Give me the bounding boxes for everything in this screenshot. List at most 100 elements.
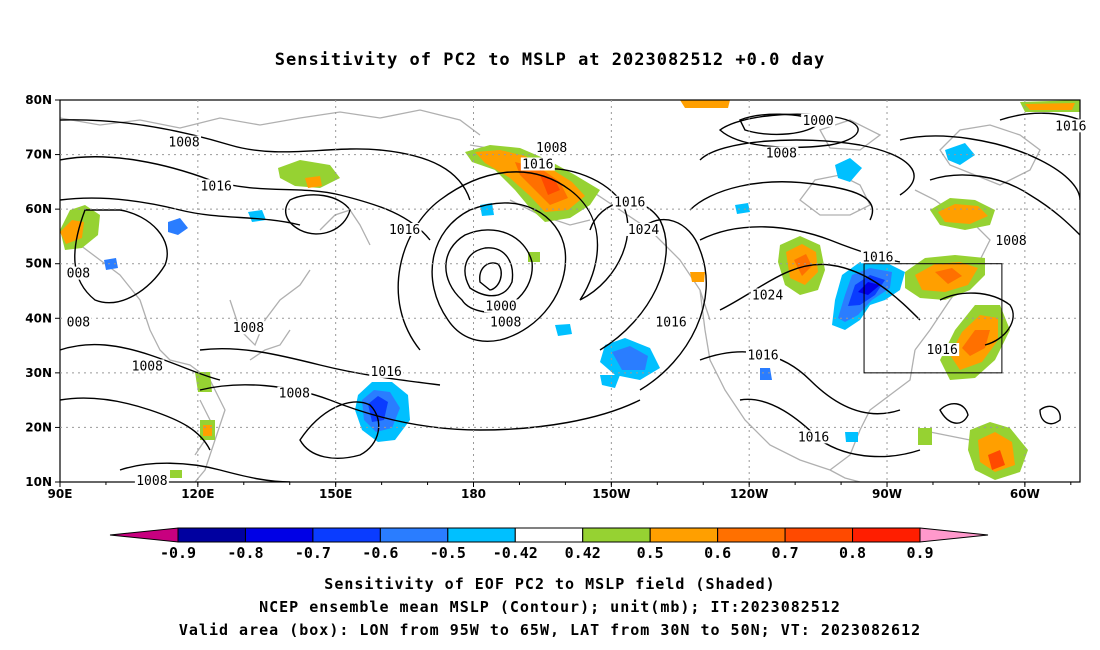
colorbar-segment	[582, 527, 651, 543]
colorbar-segment	[379, 527, 449, 543]
contour-label-bg	[134, 474, 169, 487]
contour-label-bg	[626, 222, 661, 236]
lat-label: 80N	[25, 93, 52, 107]
contour-label: 1016	[747, 348, 778, 363]
contour-label-bg	[130, 359, 165, 373]
contour-label: 1008	[132, 359, 163, 374]
colorbar-label: 0.8	[839, 544, 866, 562]
colorbar-segment	[717, 527, 786, 543]
contour-label-bg	[520, 157, 555, 171]
lat-label: 30N	[25, 366, 52, 380]
contour-label: 1008	[168, 136, 199, 151]
contour-label-bg	[994, 233, 1029, 247]
contour-label: 1016	[1055, 119, 1086, 134]
contour-label-bg	[387, 222, 422, 236]
lat-label: 50N	[25, 257, 52, 271]
contour-label-bg	[801, 113, 836, 127]
colorbar-segment	[312, 527, 381, 543]
contour-label-bg	[167, 135, 202, 149]
graticule	[60, 100, 1080, 482]
lon-label: 150W	[592, 487, 630, 501]
colorbar-left-arrow	[109, 527, 179, 543]
contour-label: 1008	[136, 474, 167, 489]
caption-contour: NCEP ensemble mean MSLP (Contour); unit(…	[259, 598, 841, 616]
colorbar-label: 0.9	[906, 544, 933, 562]
contour-label-bg	[484, 299, 519, 313]
contour-label-bg	[612, 195, 647, 209]
lon-label: 120E	[181, 487, 214, 501]
contour-label: 1016	[522, 157, 553, 172]
colorbar-label: -0.8	[227, 544, 263, 562]
colorbar-segment	[177, 527, 246, 543]
colorbar-segment	[514, 527, 584, 543]
colorbar-label: 0.42	[565, 544, 601, 562]
lon-label: 90W	[872, 487, 902, 501]
contour-label-bg	[654, 315, 689, 329]
colorbar: -0.9 -0.8 -0.7 -0.6 -0.5 -0.42 0.42 0.5 0.6 0.7 0.…	[109, 527, 989, 562]
contour-label: 1008	[233, 321, 264, 336]
contour-label: 1008	[995, 234, 1026, 249]
contour-label: 008	[67, 267, 90, 282]
contour-label-bg	[231, 321, 266, 335]
colorbar-segment	[447, 527, 516, 543]
contour-label: 1016	[371, 365, 402, 380]
contour-label: 1016	[655, 316, 686, 331]
lat-label: 70N	[25, 148, 52, 162]
colorbar-segment	[244, 527, 314, 543]
contour-label: 1000	[802, 114, 833, 129]
contour-label-bg	[65, 315, 92, 329]
lat-label: 60N	[25, 202, 52, 216]
contour-label-bg	[65, 266, 92, 280]
contour-label-bg	[745, 348, 780, 362]
contour-label-bg	[1053, 119, 1088, 133]
contour-label: 1016	[798, 430, 829, 445]
contour-label: 1016	[927, 343, 958, 358]
colorbar-label: 0.5	[637, 544, 664, 562]
colorbar-label: 0.6	[704, 544, 731, 562]
shaded-sensitivity	[60, 100, 1080, 480]
colorbar-right-arrow	[919, 527, 989, 543]
figure-title: Sensitivity of PC2 to MSLP at 2023082512…	[274, 50, 826, 70]
valid-area-box	[863, 263, 1003, 374]
contour-label: 1016	[201, 179, 232, 194]
latitude-labels: 80N 70N 60N 50N 40N 30N 20N 10N	[25, 93, 52, 489]
contour-label-bg	[764, 146, 799, 160]
contour-label-bg	[860, 250, 895, 264]
contour-label: 1008	[490, 316, 521, 331]
contour-label: 008	[67, 316, 90, 331]
lat-label: 40N	[25, 311, 52, 325]
colorbar-segment	[784, 527, 854, 543]
contour-label-bg	[796, 430, 831, 444]
contour-label-bg	[534, 141, 569, 155]
lat-label: 20N	[25, 420, 52, 434]
contour-label: 1024	[628, 223, 659, 238]
colorbar-segment	[852, 527, 921, 543]
lon-label: 150E	[319, 487, 352, 501]
contour-label: 1016	[389, 223, 420, 238]
lon-label: 60W	[1010, 487, 1040, 501]
contour-label: 1016	[862, 250, 893, 265]
coastlines	[60, 109, 1041, 482]
lon-label: 180	[461, 487, 486, 501]
colorbar-label: -0.6	[362, 544, 398, 562]
caption-shaded: Sensitivity of EOF PC2 to MSLP field (Sh…	[324, 575, 776, 593]
colorbar-label: -0.42	[493, 544, 538, 562]
contour-label: 1008	[766, 147, 797, 162]
contour-label-bg	[488, 315, 523, 329]
longitude-labels: 90E 120E 150E 180 150W 120W 90W 60W	[48, 487, 1040, 501]
caption-valid-area: Valid area (box): LON from 95W to 65W, L…	[178, 621, 922, 639]
contour-label: 1024	[752, 288, 783, 303]
contour-label: 1016	[614, 196, 645, 211]
contour-label: 1000	[485, 299, 516, 314]
colorbar-label: -0.7	[295, 544, 331, 562]
lon-label: 120W	[730, 487, 768, 501]
map-frame	[59, 99, 1081, 483]
colorbar-segment	[649, 527, 719, 543]
contour-label-bg	[199, 179, 234, 193]
contour-label: 1008	[279, 387, 310, 402]
contour-label-bg	[750, 288, 785, 302]
contour-label: 1008	[536, 141, 567, 156]
lon-label: 90E	[48, 487, 73, 501]
